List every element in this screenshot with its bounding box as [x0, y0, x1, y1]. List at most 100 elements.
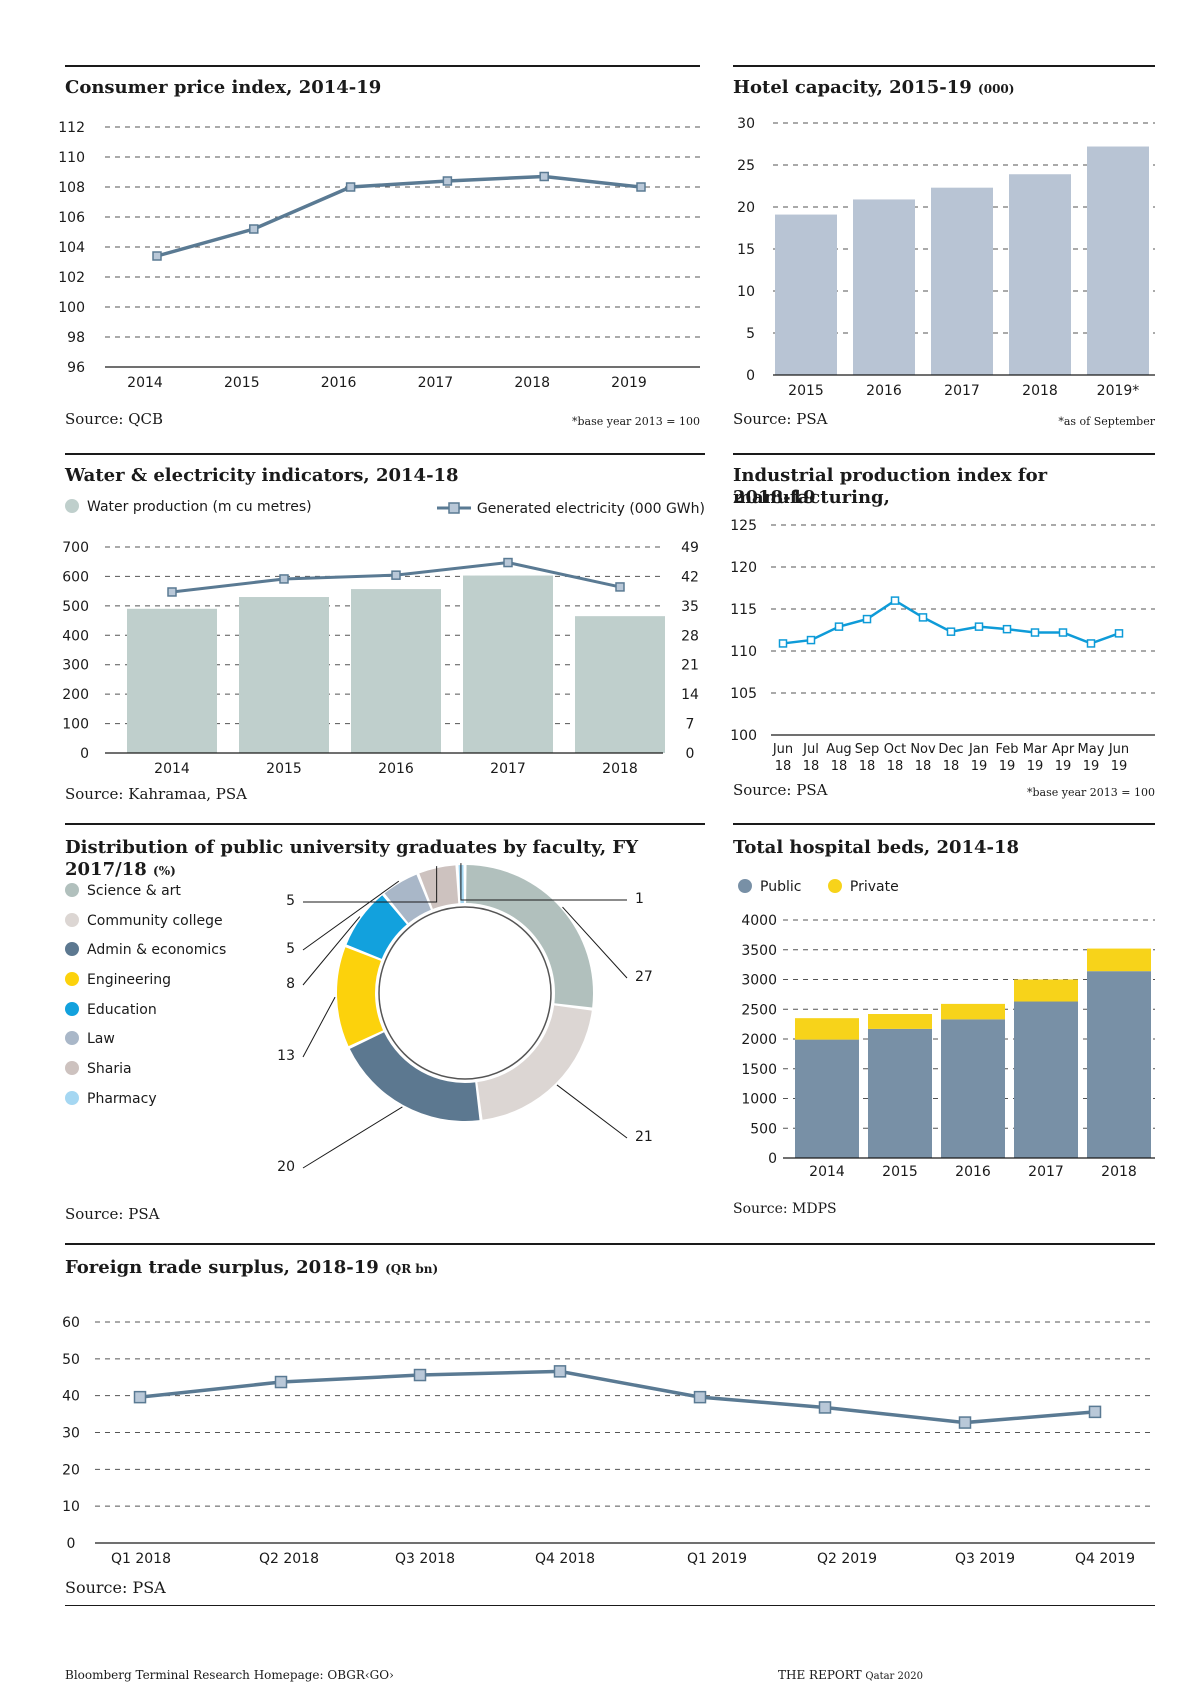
trade-panel: Foreign trade surplus, 2018-19 (QR bn) 0… [62, 1243, 1155, 1603]
legend-label: Pharmacy [87, 1090, 157, 1107]
data-point [1086, 639, 1096, 648]
donut-inner-ring [378, 906, 552, 1080]
data-point [946, 627, 956, 636]
x-tick-label: 2016 [378, 761, 414, 777]
series-line [156, 174, 642, 258]
y-tick-label: 100 [62, 717, 89, 733]
y2-tick-label: 14 [681, 687, 699, 703]
x-tick-label: Q4 2018 [535, 1551, 595, 1567]
bar [1087, 146, 1149, 375]
hotel-source: Source: PSA [733, 410, 828, 428]
y-tick-label: 106 [58, 210, 85, 226]
y-tick-label: 108 [58, 180, 85, 196]
y-tick-label: 0 [67, 1536, 76, 1552]
water-source: Source: Kahramaa, PSA [65, 785, 248, 803]
x-tick-label: Q3 2018 [395, 1551, 455, 1567]
x-tick-label: 2018 [514, 375, 550, 391]
water-panel: Water & electricity indicators, 2014-18 … [62, 453, 705, 813]
x-tick-label: 2015 [788, 383, 824, 399]
donut-slice [384, 874, 431, 923]
leader-line [302, 880, 400, 951]
slice-value-label: 13 [277, 1048, 295, 1064]
footer-left: Bloomberg Terminal Research Homepage: OB… [65, 1668, 394, 1682]
trade-source: Source: PSA [65, 1578, 166, 1597]
x-tick-label-year: 18 [831, 759, 848, 774]
cpi-chart: 96 98 100 102 104 106 108 110 112 2014 2015 2016 201… [58, 120, 700, 391]
y-tick-label: 105 [730, 686, 757, 702]
legend-label: Education [87, 1001, 157, 1018]
y-tick-label: 2000 [741, 1032, 777, 1048]
slice-value-label: 21 [635, 1129, 653, 1145]
y-tick-label: 115 [730, 602, 757, 618]
data-point [918, 613, 928, 622]
data-point [152, 251, 162, 261]
bar [127, 608, 217, 753]
data-point [539, 171, 549, 182]
leader-line [556, 1084, 628, 1139]
donut-slice [419, 865, 459, 909]
water-legend-bar-label: Water production (m cu metres) [87, 499, 312, 515]
x-tick-label: 2018 [1022, 383, 1058, 399]
x-tick-label: Q1 2018 [111, 1551, 171, 1567]
hotel-top-rule [733, 65, 1155, 67]
trade-title-block: Foreign trade surplus, 2018-19 (QR bn) [65, 1257, 438, 1280]
bar [575, 616, 665, 753]
y-tick-label: 600 [62, 569, 89, 585]
data-point [862, 614, 872, 624]
y2-tick-label: 49 [681, 540, 699, 556]
water-title: Water & electricity indicators, 2014-18 [65, 465, 459, 486]
water-legend-line: Generated electricity (000 GWh) [436, 501, 705, 517]
public-swatch [738, 879, 752, 893]
x-tick-label: 2019 [611, 375, 647, 391]
y-tick-label: 30 [62, 1426, 80, 1442]
beds-panel: Total hospital beds, 2014-18 Public Priv… [733, 823, 1155, 1243]
legend-label: Law [87, 1031, 115, 1048]
bar [1009, 174, 1071, 375]
x-tick-label-month: Dec [938, 742, 963, 757]
grads-panel: Distribution of public university gradua… [65, 823, 705, 1243]
donut-slice [466, 865, 593, 1008]
leader-line [562, 906, 628, 979]
leader-line [302, 996, 336, 1058]
y-tick-label: 400 [62, 628, 89, 644]
y-tick-label: 110 [58, 150, 85, 166]
bar [239, 597, 329, 753]
trade-unit: (QR bn) [385, 1262, 439, 1276]
leader-line [303, 866, 438, 903]
y-tick-label: 100 [730, 728, 757, 744]
private-swatch [827, 879, 842, 893]
y-tick-label: 0 [768, 1151, 777, 1167]
x-tick-label: 2016 [866, 383, 902, 399]
bar-private [868, 1014, 932, 1029]
water-chart: 0 100 200 300 400 500 600 700 0 7 14 21 28 35 42 49 2014… [62, 540, 699, 777]
data-point [249, 224, 259, 234]
data-point [553, 1365, 567, 1378]
x-tick-label-year: 19 [999, 759, 1016, 774]
x-tick-label-month: Mar [1023, 742, 1048, 757]
data-point [806, 635, 816, 645]
x-tick-label-month: Oct [884, 742, 906, 757]
trade-bottom-rule [65, 1605, 1155, 1606]
y-tick-label: 0 [80, 746, 89, 762]
beds-top-rule [733, 823, 1155, 825]
y-tick-label: 112 [58, 120, 85, 136]
y-tick-label: 100 [58, 300, 85, 316]
hotel-unit: (000) [978, 82, 1015, 96]
grads-legend-item: Admin & economics [65, 942, 226, 972]
bar-public [795, 1039, 859, 1158]
donut-slice [477, 1005, 592, 1120]
data-point [1058, 628, 1068, 637]
y-tick-label: 700 [62, 540, 89, 556]
x-tick-label: 2015 [266, 761, 302, 777]
legend-label: Engineering [87, 972, 171, 989]
y2-tick-label: 0 [686, 746, 695, 762]
y-tick-label: 50 [62, 1352, 80, 1368]
grads-title: Distribution of public university gradua… [65, 837, 639, 880]
y-tick-label: 30 [737, 116, 755, 132]
x-tick-label-year: 18 [803, 759, 820, 774]
bar-private [795, 1018, 859, 1040]
x-tick-label: 2017 [1028, 1164, 1064, 1180]
data-point [503, 557, 513, 568]
x-tick-label-month: Sep [855, 742, 880, 757]
x-tick-label-month: Nov [910, 742, 936, 757]
